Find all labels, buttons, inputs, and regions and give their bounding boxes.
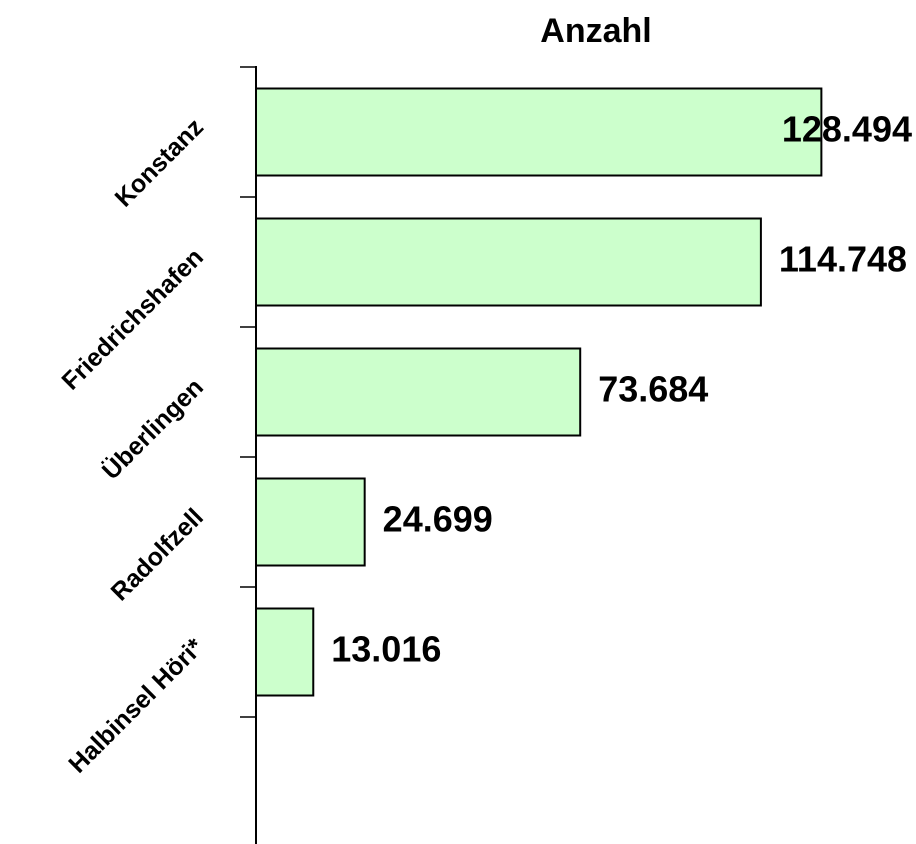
bar xyxy=(255,87,823,177)
value-label: 13.016 xyxy=(331,629,441,670)
y-tick-label: Radolfzell xyxy=(106,503,209,606)
y-tick-label: Überlingen xyxy=(96,372,209,485)
value-label: 73.684 xyxy=(598,369,708,410)
bar xyxy=(255,477,366,567)
y-tick-label: Friedrichshafen xyxy=(56,243,208,395)
y-tick-label: Konstanz xyxy=(110,113,209,212)
bar xyxy=(255,607,315,697)
value-label: 128.494 xyxy=(782,109,912,150)
bar xyxy=(255,217,762,307)
y-tick-label: Halbinsel Höri* xyxy=(63,633,209,779)
chart-title: Anzahl xyxy=(540,12,651,50)
value-label: 24.699 xyxy=(383,499,493,540)
value-label: 114.748 xyxy=(779,239,907,280)
bar xyxy=(255,347,582,437)
